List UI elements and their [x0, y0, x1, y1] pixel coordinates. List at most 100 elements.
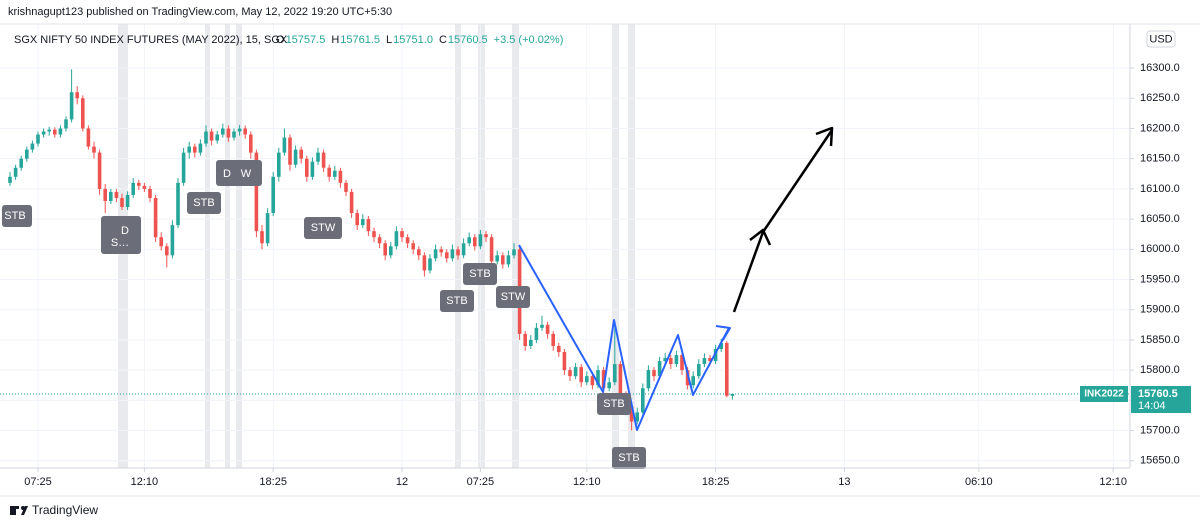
symbol-tag: INK2022	[1084, 389, 1124, 400]
candle-body	[400, 231, 404, 238]
candle-body	[321, 152, 326, 168]
candle-body	[198, 143, 203, 153]
candle-body	[114, 191, 119, 198]
candle-body	[484, 234, 488, 238]
price-tag: 15760.5	[1138, 388, 1178, 400]
candle-body	[405, 237, 410, 244]
annotation-box	[216, 160, 262, 186]
candle-body	[30, 143, 35, 150]
candle-body	[629, 406, 634, 422]
y-tick-label: 16300.0	[1140, 62, 1180, 74]
candle-body	[529, 339, 533, 346]
annotation-label: STB	[4, 210, 25, 222]
candle-body	[165, 246, 169, 256]
candle-body	[579, 367, 583, 383]
candle-body	[551, 333, 555, 346]
x-tick-label: 12:10	[1099, 476, 1127, 488]
candle-body	[25, 149, 29, 159]
candle-body	[596, 370, 600, 386]
currency[interactable]: USD	[1149, 33, 1172, 45]
candle-body	[411, 243, 415, 250]
candle-body	[377, 237, 382, 244]
candle-body	[204, 131, 208, 144]
candle-body	[19, 158, 23, 168]
candle-body	[573, 367, 578, 377]
y-tick-label: 16250.0	[1140, 92, 1180, 104]
candle-body	[422, 255, 427, 271]
candle-body	[237, 128, 242, 132]
annotation-label: W	[241, 168, 252, 180]
candle-body	[450, 249, 455, 259]
annotation-box	[2, 205, 32, 227]
candle-body	[187, 146, 191, 153]
candle-body	[137, 182, 141, 186]
candle-body	[181, 152, 186, 183]
candle-body	[601, 370, 606, 389]
candle-body	[221, 128, 225, 135]
y-tick-label: 15650.0	[1140, 455, 1180, 467]
annotation-box	[304, 217, 342, 239]
candle-body	[53, 129, 57, 135]
candle-body	[719, 342, 723, 349]
candle-body	[473, 237, 477, 247]
candle-body	[271, 176, 275, 214]
candle-body	[383, 243, 387, 256]
candle-body	[254, 152, 259, 232]
x-tick-label: 06:10	[965, 476, 993, 488]
candle-body	[590, 376, 595, 386]
candle-body	[691, 376, 695, 386]
candle-body	[131, 182, 135, 195]
candle-body	[209, 131, 214, 141]
legend-key: C	[439, 34, 447, 46]
candle-body	[545, 324, 550, 334]
annotation-box	[612, 447, 646, 469]
candle-body	[730, 393, 735, 396]
axes: 15650.015700.015750.015800.015850.015900…	[24, 62, 1191, 488]
candle-body	[125, 194, 130, 208]
annotation-box	[187, 192, 221, 214]
x-tick-label: 07:25	[467, 476, 495, 488]
candle-body	[489, 237, 494, 262]
candle-body	[657, 361, 662, 377]
candle-body	[36, 134, 40, 144]
y-tick-label: 15900.0	[1140, 304, 1180, 316]
candle-body	[366, 219, 371, 232]
y-tick-label: 16150.0	[1140, 153, 1180, 165]
candle-body	[618, 364, 623, 395]
y-tick-label: 16050.0	[1140, 213, 1180, 225]
candle-body	[8, 176, 12, 183]
candle-body	[585, 376, 589, 383]
candle-body	[669, 358, 673, 365]
candle-body	[142, 185, 147, 189]
candle-body	[305, 158, 309, 177]
published-by: krishnagupt123 published on TradingView.…	[8, 6, 392, 18]
candle-body	[249, 134, 253, 153]
candle-body	[355, 213, 359, 226]
candle-body	[501, 255, 505, 265]
legend-change: +3.5 (+0.02%)	[494, 34, 564, 46]
candle-body	[646, 370, 651, 389]
currency-box[interactable]	[1146, 30, 1176, 48]
x-tick-label: 18:25	[259, 476, 287, 488]
y-tick-label: 15850.0	[1140, 334, 1180, 346]
candle-body	[97, 152, 102, 189]
candle-body	[663, 358, 667, 362]
candle-body	[92, 146, 96, 153]
candle-body	[495, 255, 499, 262]
brand-name: TradingView	[32, 503, 98, 517]
candle-body	[316, 152, 320, 162]
annotation-box	[440, 290, 474, 312]
x-tick-label: 12:10	[131, 476, 159, 488]
candle-body	[635, 412, 639, 422]
candle-body	[81, 98, 85, 129]
price-tag-box	[1131, 385, 1191, 413]
y-tick-label: 16100.0	[1140, 183, 1180, 195]
legend-value: 15751.0	[393, 34, 433, 46]
candle-body	[467, 237, 471, 244]
y-tick-label: 16000.0	[1140, 243, 1180, 255]
candle-body	[293, 149, 298, 165]
legend-key: O	[276, 34, 285, 46]
candle-body	[344, 182, 348, 192]
annotation-box	[496, 286, 530, 308]
